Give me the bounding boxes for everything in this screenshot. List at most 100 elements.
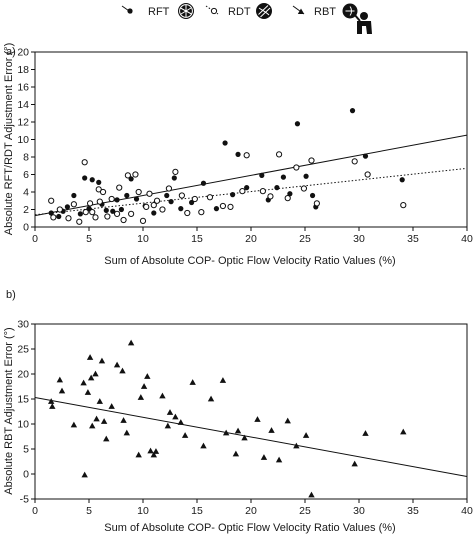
panel-b-rbt-point [96, 398, 103, 404]
panel-b-rbt-point [166, 409, 174, 415]
panel-a-y-tick-label: 8 [23, 152, 29, 164]
panel-a-rft-point [110, 208, 116, 214]
panel-b-rbt-point [123, 429, 130, 436]
panel-b-rbt-point [308, 491, 315, 498]
panel-a-rdt-point [206, 194, 214, 201]
panel-a-rft-point [399, 177, 405, 183]
panel-a-x-tick-label: 25 [299, 233, 311, 245]
panel-b-rbt-point [147, 447, 154, 454]
panel-b-rbt-point [127, 339, 135, 346]
panel-b-rbt-point [293, 442, 300, 449]
panel-a-rdt-point [86, 200, 94, 207]
panel-a-rft-point [244, 185, 250, 191]
panel-b-x-tick-label: 10 [137, 505, 149, 517]
panel-b-x-tick-label: 30 [353, 505, 365, 517]
panel-b-x-tick-label: 40 [461, 505, 473, 517]
panel-a-x-tick-label: 15 [191, 233, 203, 245]
panel-b-rbt-point [135, 451, 142, 458]
panel-a-rft-point [164, 192, 170, 199]
panel-b-rbt-point [177, 419, 184, 425]
panel-a-rdt-point [313, 200, 320, 207]
panel-a-rft-point [168, 199, 174, 205]
panel-a-x-axis-label: Sum of Absolute COP- Optic Flow Velocity… [104, 255, 395, 267]
panel-b-rbt-point [362, 430, 369, 436]
panel-a-rdt-point [70, 201, 77, 208]
panel-a-trendlines [34, 134, 468, 217]
panel-b-rbt-point [222, 429, 230, 436]
panel-a-x-ticks: 0 5 10 15 20 25 30 35 40 [32, 227, 473, 245]
panel-a-rdt-point [50, 214, 57, 221]
panel-a-rdt-point [146, 190, 153, 197]
panel-b-rbt-trendline [34, 397, 468, 477]
panel-a-rft-point [71, 192, 77, 199]
panel-a-rdt-point [308, 157, 315, 164]
panel-a-rft-point [64, 204, 70, 210]
panel-a-rft-point [230, 192, 236, 198]
panel-a-rdt-point [99, 188, 107, 196]
panel-a-rft-point [178, 206, 184, 212]
panel-a-rdt-point [82, 209, 89, 216]
panel-b-rbt-point [87, 374, 95, 381]
rdt-legend-label: RDT [228, 6, 251, 18]
panel-b-x-tick-label: 20 [245, 505, 257, 517]
panel-a-rft-point [309, 192, 316, 199]
panel-a-rft-point [294, 121, 301, 127]
panel-b-rbt-point [159, 392, 166, 399]
panel-a-x-tick-label: 5 [86, 233, 92, 245]
panel-b-x-ticks: 0 5 10 15 20 25 30 35 40 [32, 499, 473, 517]
panel-a-chart: 0 2 4 6 8 10 12 14 16 18 20 0 5 10 15 20 25 30 35 40 Sum o… [3, 43, 473, 267]
panel-b-x-tick-label: 5 [86, 505, 92, 517]
panel-b-rbt-point [189, 379, 196, 385]
panel-b-rbt-point [254, 416, 261, 422]
panel-a-rft-point [96, 179, 102, 185]
panel-a-rdt-point [120, 216, 127, 224]
panel-b-rbt-point [144, 373, 151, 379]
panel-a-rdt-point [104, 213, 111, 220]
panel-b-rbt-point [150, 451, 157, 458]
panel-a-rdt-point [113, 210, 121, 217]
panel-a-y-tick-label: 4 [23, 187, 29, 199]
panel-a-x-tick-label: 40 [461, 233, 473, 245]
panel-a-rft-point [235, 151, 241, 157]
panel-a-label: a) [6, 46, 16, 58]
panel-a-rdt-point [275, 151, 283, 158]
panel-b-x-axis-label: Sum of Absolute COP- Optic Flow Velocity… [104, 522, 395, 534]
panel-a-y-tick-label: 0 [23, 222, 29, 234]
panel-b-rbt-point [152, 448, 160, 454]
panel-b-x-tick-label: 35 [407, 505, 419, 517]
panel-b-rbt-point [200, 442, 207, 449]
panel-a-rdt-point [198, 209, 205, 216]
panel-b-y-ticks: -5 0 5 10 15 20 25 30 [17, 319, 35, 506]
panel-a-rdt-point [150, 202, 157, 209]
panel-a-x-tick-label: 20 [245, 233, 257, 245]
panel-a-rdt-point [76, 218, 83, 225]
panel-b-y-axis-label: Absolute RBT Adjustment Error (°) [3, 327, 15, 494]
panel-a-rft-point [151, 210, 157, 216]
panel-b-x-tick-label: 0 [32, 505, 38, 517]
panel-b-x-tick-label: 15 [191, 505, 203, 517]
panel-a-rft-point [171, 175, 177, 181]
panel-a-y-ticks: 0 2 4 6 8 10 12 14 16 18 20 [17, 47, 35, 234]
panel-a-rft-point [103, 207, 109, 213]
panel-a-rdt-point [96, 198, 103, 205]
panel-b-y-tick-label: 15 [17, 394, 29, 406]
rft-ball-icon [178, 3, 194, 19]
panel-b-rbt-point [137, 394, 145, 400]
panel-b-rbt-point [302, 432, 310, 438]
panel-a-rft-point [303, 173, 309, 179]
legend-item-rdt: RDT [205, 3, 272, 19]
panel-b-rbt-point [56, 376, 64, 383]
rbt-person-ball-icon [342, 3, 372, 34]
panel-a-y-tick-label: 6 [23, 169, 29, 181]
panel-b-rbt-point [351, 460, 358, 467]
panel-a-rft-point [133, 196, 140, 202]
panel-b-rbt-point [86, 354, 94, 360]
panel-a-y-tick-label: 12 [17, 117, 29, 129]
panel-b-rbt-point [70, 421, 78, 428]
panel-a-rft-point [82, 175, 88, 181]
panel-b-rbt-point [164, 422, 172, 429]
panel-a-rft-point [200, 180, 207, 186]
panel-a-rdt-point [95, 186, 102, 193]
panel-a-rdt-point [400, 202, 407, 209]
